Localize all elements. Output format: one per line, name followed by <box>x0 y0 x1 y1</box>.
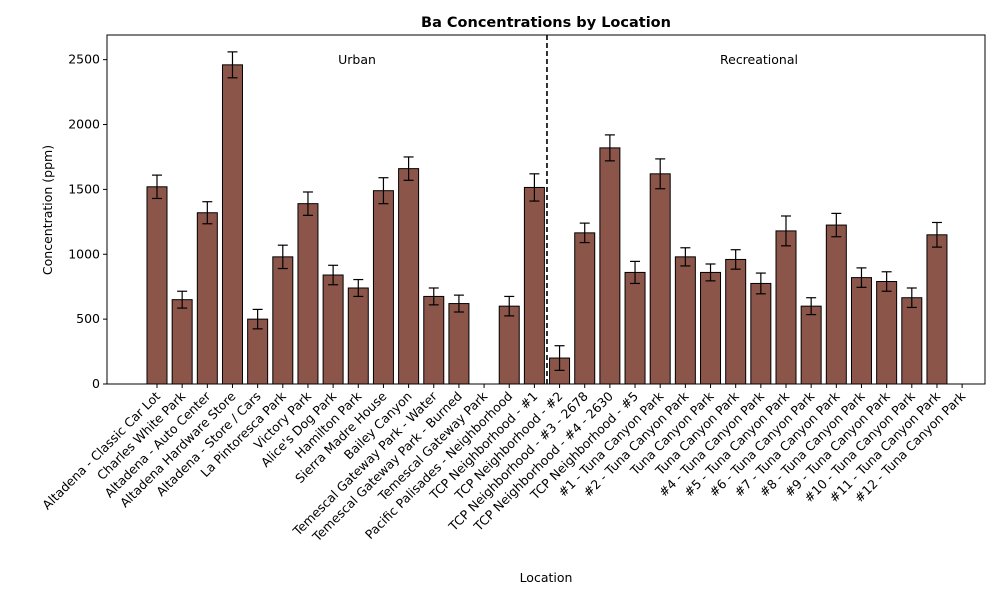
group-label-urban: Urban <box>338 52 376 67</box>
bar <box>221 64 243 385</box>
bar <box>876 281 898 385</box>
y-tick-label: 1500 <box>68 181 100 196</box>
bar <box>347 287 369 385</box>
bar <box>775 230 797 385</box>
chart-title: Ba Concentrations by Location <box>421 15 671 31</box>
bar <box>448 303 470 385</box>
group-label-recreational: Recreational <box>720 52 798 67</box>
bar <box>272 256 294 385</box>
y-tick-label: 2500 <box>68 52 100 67</box>
plot-area <box>146 51 948 385</box>
bar <box>649 173 671 385</box>
y-tick-label: 0 <box>92 376 100 391</box>
bar <box>825 224 847 385</box>
y-tick-label: 500 <box>76 311 100 326</box>
bar <box>423 295 445 385</box>
bar <box>800 305 822 385</box>
bar <box>850 277 872 385</box>
bar <box>700 271 722 385</box>
bar <box>171 299 193 385</box>
bar <box>398 168 420 385</box>
x-axis-label: Location <box>520 570 573 585</box>
bar <box>498 305 520 385</box>
bar <box>574 232 596 385</box>
y-tick-label: 1000 <box>68 246 100 261</box>
bar <box>674 256 696 385</box>
y-tick-label: 2000 <box>68 117 100 132</box>
bar <box>926 234 948 385</box>
bar <box>599 147 621 385</box>
bar <box>297 203 319 385</box>
bar <box>750 282 772 385</box>
bar <box>523 186 545 385</box>
bar <box>322 274 344 385</box>
y-axis-label: Concentration (ppm) <box>40 145 55 275</box>
bar <box>196 212 218 385</box>
bar <box>146 186 168 385</box>
plot-frame <box>106 34 986 385</box>
bar <box>901 297 923 385</box>
bar <box>725 258 747 385</box>
bar <box>372 190 394 385</box>
bar <box>624 271 646 385</box>
